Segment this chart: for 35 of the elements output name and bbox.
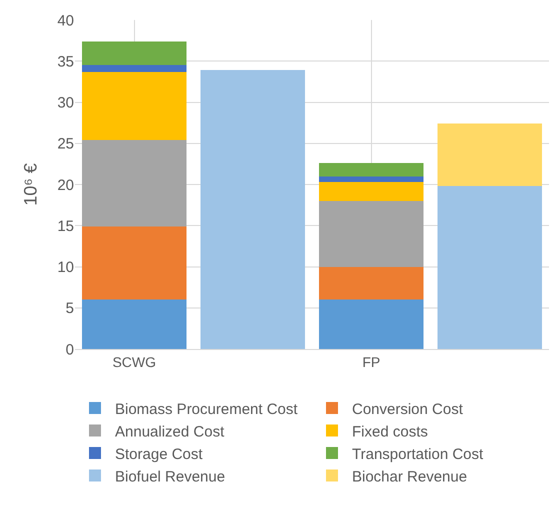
bar [438,186,542,349]
legend-label: Biochar Revenue [352,468,468,486]
bar [82,72,186,140]
y-tick-label: 35 [57,53,74,70]
bar [438,124,542,186]
legend-label: Transportation Cost [352,446,484,463]
bar [319,266,424,300]
bar [82,41,186,66]
bar [82,140,186,226]
y-tick-label: 25 [57,136,74,153]
legend-label: Annualized Cost [115,423,226,440]
y-tick-label: 30 [57,94,74,112]
x-tick-label: SCWG [112,354,156,370]
y-tick-label: 0 [66,341,74,358]
bar [319,176,424,182]
legend-label: Fixed costs [352,423,428,440]
bar [319,182,424,201]
bar [82,226,186,300]
bar [82,300,186,349]
legend-label: Conversion Cost [352,400,464,418]
bar [200,70,305,349]
y-tick-label: 10 [57,259,74,276]
legend-label: Storage Cost [115,446,204,463]
bar [319,163,424,176]
y-tick-label: 40 [57,12,74,30]
y-tick-label: 15 [57,218,74,235]
y-tick-label: 5 [66,300,74,318]
y-axis-title: 10⁶ € [20,163,41,206]
y-tick-label: 20 [57,176,74,194]
legend-label: Biomass Procurement Cost [115,400,298,418]
bar [319,200,424,267]
bar [82,65,186,72]
bar [319,300,424,349]
legend-label: Biofuel Revenue [115,468,226,486]
x-tick-label: FP [362,354,380,370]
